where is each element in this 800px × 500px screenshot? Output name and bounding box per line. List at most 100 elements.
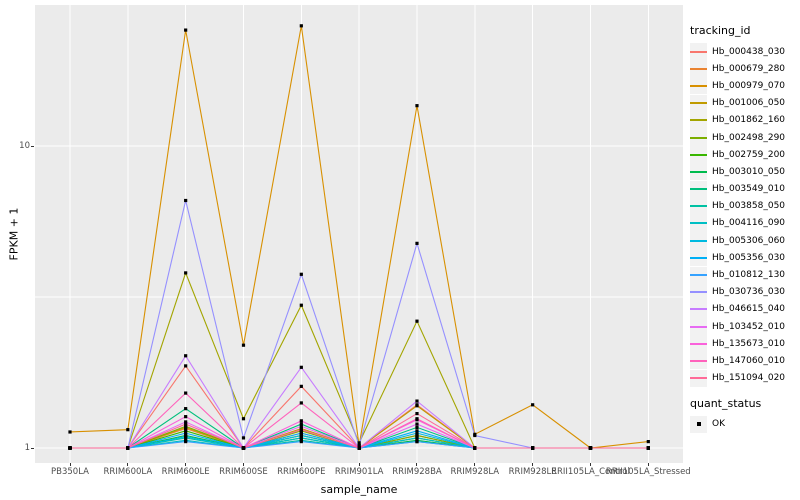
x-axis-tick (474, 463, 476, 466)
y-axis-tick (31, 448, 34, 449)
line-swatch-icon (690, 222, 707, 225)
legend-item-Hb_000679_280: Hb_000679_280 (690, 60, 800, 78)
legend-key-swatch (690, 318, 707, 336)
legend-key-swatch (690, 111, 707, 129)
data-point (184, 364, 188, 368)
data-point (473, 433, 477, 438)
x-tick-label: RRIM901LA (334, 467, 384, 477)
legend-item-label: Hb_135673_010 (712, 338, 786, 349)
data-point (184, 429, 188, 433)
x-axis-tick (242, 463, 244, 466)
data-point (415, 440, 419, 444)
legend-key-swatch (690, 232, 707, 250)
legend-item-label: Hb_151094_020 (712, 373, 786, 384)
data-point (184, 424, 188, 428)
data-point (415, 425, 419, 430)
x-axis-title: sample_name (320, 483, 398, 496)
legend-item-ok: OK (690, 415, 800, 433)
legend-key-swatch (690, 249, 707, 267)
legend-item-Hb_003010_050: Hb_003010_050 (690, 163, 800, 181)
line-swatch-icon (690, 377, 707, 380)
data-point (415, 422, 419, 426)
legend-item-label: OK (712, 419, 725, 430)
legend-item-label: Hb_002498_290 (712, 132, 786, 143)
legend-key-swatch (690, 180, 707, 198)
line-swatch-icon (690, 153, 707, 156)
data-point (299, 431, 303, 435)
data-point (531, 446, 535, 450)
line-swatch-icon (690, 325, 707, 328)
line-swatch-icon (690, 136, 707, 139)
line-swatch-icon (690, 239, 707, 242)
legend-key-swatch (690, 77, 707, 95)
data-point (415, 436, 419, 440)
point-square-icon (696, 422, 701, 427)
legend-item-label: Hb_004116_090 (712, 218, 786, 229)
legend-title-quant-status: quant_status (690, 396, 762, 410)
data-point (357, 441, 361, 445)
data-point (241, 343, 246, 347)
legend-key-swatch (690, 129, 707, 147)
data-point (241, 446, 246, 450)
data-point (184, 391, 188, 395)
data-point (299, 419, 303, 423)
legend-quant-status: quant_status OK (690, 397, 800, 433)
legend-item-label: Hb_030736_030 (712, 287, 786, 298)
legend-item-Hb_005356_030: Hb_005356_030 (690, 249, 800, 267)
legend-item-Hb_000979_070: Hb_000979_070 (690, 77, 800, 95)
legend-key-swatch (690, 163, 707, 181)
line-swatch-icon (690, 308, 707, 311)
x-axis-tick (69, 463, 71, 466)
legend-item-label: Hb_046615_040 (712, 304, 786, 315)
legend-item-Hb_151094_020: Hb_151094_020 (690, 369, 800, 387)
legend-item-label: Hb_003858_050 (712, 201, 786, 212)
data-point (299, 401, 303, 405)
legend-key-swatch (690, 300, 707, 318)
data-point (126, 428, 130, 432)
data-point (184, 431, 188, 435)
legend-item-label: Hb_003549_010 (712, 184, 786, 195)
legend-item-label: Hb_000679_280 (712, 63, 786, 74)
x-tick-label: RRIM928BA (392, 467, 442, 477)
line-swatch-icon (690, 256, 707, 259)
x-tick-label: RRII105LA_Stressed (605, 467, 691, 477)
data-point (184, 440, 188, 444)
data-point (415, 319, 419, 323)
x-axis-tick (532, 463, 534, 466)
legend-item-Hb_000438_030: Hb_000438_030 (690, 43, 800, 61)
legend-key-ok (690, 415, 707, 433)
legend-item-Hb_046615_040: Hb_046615_040 (690, 300, 800, 318)
legend-key-swatch (690, 266, 707, 284)
line-swatch-icon (690, 102, 707, 105)
data-point (68, 446, 72, 450)
legend-item-Hb_002759_200: Hb_002759_200 (690, 146, 800, 164)
data-point (241, 436, 246, 440)
data-point (184, 407, 188, 411)
y-axis-title: FPKM + 1 (7, 207, 21, 261)
legend-key-swatch (690, 94, 707, 112)
x-axis-tick (647, 463, 649, 466)
legend-key-swatch (690, 335, 707, 353)
data-point (415, 433, 419, 438)
data-point (415, 431, 419, 435)
data-point (646, 446, 650, 450)
line-swatch-icon (690, 359, 707, 362)
data-point (415, 417, 419, 421)
data-point (415, 429, 419, 433)
x-tick-label: RRIM600PE (277, 467, 326, 477)
x-axis-tick (416, 463, 418, 466)
legend-key-swatch (690, 146, 707, 164)
data-point (415, 399, 419, 403)
data-point (184, 198, 188, 203)
legend-item-label: Hb_001862_160 (712, 115, 786, 126)
legend-item-Hb_030736_030: Hb_030736_030 (690, 283, 800, 301)
legend-item-label: Hb_147060_010 (712, 355, 786, 366)
x-tick-label: RRIM928LE (508, 467, 557, 477)
data-point (299, 365, 303, 369)
legend-item-label: Hb_000438_030 (712, 46, 786, 57)
data-point (299, 384, 303, 388)
data-point (588, 446, 593, 450)
legend-tracking-items: Hb_000438_030 Hb_000679_280 Hb_000979_070 H… (690, 43, 800, 387)
data-point (299, 272, 303, 276)
line-swatch-icon (690, 170, 707, 173)
